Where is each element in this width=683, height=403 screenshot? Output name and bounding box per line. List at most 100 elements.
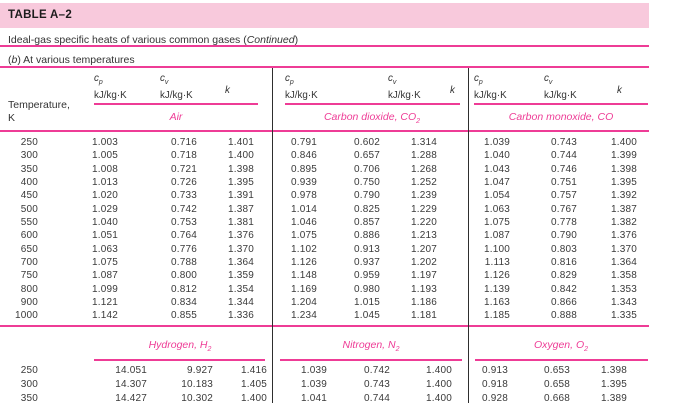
value-cell: 0.751: [550, 177, 577, 189]
value-cell: 1.400: [425, 379, 452, 390]
column-header-cp: cp kJ/kg·K: [94, 73, 127, 101]
gas-group-label-oxygen: Oxygen, O2: [533, 339, 589, 354]
value-cell: 9.927: [186, 365, 213, 376]
temperature-cell: 450: [20, 190, 38, 202]
value-cell: 1.126: [290, 257, 317, 269]
value-cell: 1.186: [410, 297, 437, 309]
value-cell: 1.197: [410, 270, 437, 282]
value-cell: 0.744: [550, 150, 577, 162]
value-cell: 1.398: [227, 163, 254, 175]
table-id: TABLE A–2: [8, 9, 73, 21]
value-cell: 1.395: [610, 177, 637, 189]
value-cell: 1.204: [290, 297, 317, 309]
value-cell: 1.364: [610, 257, 637, 269]
subtitle-close: ): [294, 34, 299, 46]
value-cell: 1.401: [227, 137, 254, 148]
value-cell: 0.716: [170, 137, 197, 148]
value-cell: 0.744: [363, 393, 390, 403]
value-cell: 1.387: [610, 203, 637, 215]
value-cell: 0.939: [290, 177, 317, 189]
table-subtitle: Ideal-gas specific heats of various comm…: [8, 34, 298, 46]
value-cell: 1.014: [290, 203, 317, 215]
value-cell: 0.778: [550, 217, 577, 229]
value-cell: 0.800: [170, 270, 197, 282]
value-cell: 1.400: [240, 393, 267, 403]
value-cell: 14.427: [115, 393, 147, 403]
value-cell: 1.087: [91, 270, 118, 282]
value-cell: 1.100: [483, 243, 510, 255]
value-cell: 0.812: [170, 283, 197, 295]
value-cell: 0.764: [170, 230, 197, 242]
gas-group-label-carbon-dioxide: Carbon dioxide, CO2: [323, 111, 421, 126]
value-cell: 0.721: [170, 163, 197, 175]
temperature-cell: 300: [20, 379, 38, 390]
value-cell: 1.344: [227, 297, 254, 309]
temperature-cell: 600: [20, 230, 38, 242]
value-cell: 0.746: [550, 163, 577, 175]
table-row: 750 1.087 0.800 1.359 1.148 0.959 1.197 1.126 0.…: [0, 269, 637, 282]
part-label: (b) At various temperatures: [8, 54, 135, 66]
value-cell: 1.148: [290, 270, 317, 282]
value-cell: 0.842: [550, 283, 577, 295]
header-underline: [94, 103, 258, 105]
value-cell: 1.075: [91, 257, 118, 269]
value-cell: 1.181: [410, 310, 437, 322]
table-row: 650 1.063 0.776 1.370 1.102 0.913 1.207 1.100 0.…: [0, 243, 637, 256]
value-cell: 1.126: [483, 270, 510, 282]
temperature-cell: 500: [20, 203, 38, 215]
column-header-k: k: [617, 85, 622, 96]
value-cell: 1.405: [240, 379, 267, 390]
value-cell: 1.381: [227, 217, 254, 229]
value-cell: 1.051: [91, 230, 118, 242]
vertical-divider: [468, 68, 469, 403]
table-row: 550 1.040 0.753 1.381 1.046 0.857 1.220 1.075 0.…: [0, 216, 637, 229]
gas-underline: [475, 359, 648, 361]
value-cell: 0.718: [170, 150, 197, 162]
value-cell: 0.776: [170, 243, 197, 255]
value-cell: 0.653: [543, 365, 570, 376]
table-row: 450 1.020 0.733 1.391 0.978 0.790 1.239 1.054 0.…: [0, 189, 637, 202]
table-row: 350 1.008 0.721 1.398 0.895 0.706 1.268 1.043 0.…: [0, 163, 637, 176]
value-cell: 0.602: [353, 137, 380, 148]
value-cell: 0.834: [170, 297, 197, 309]
temperature-cell: 650: [20, 243, 38, 255]
value-cell: 1.389: [600, 393, 627, 403]
gas-group-label-air: Air: [169, 111, 183, 123]
temperature-cell: 400: [20, 177, 38, 189]
value-cell: 0.750: [353, 177, 380, 189]
value-cell: 0.726: [170, 177, 197, 189]
value-cell: 1.354: [227, 283, 254, 295]
value-cell: 1.139: [483, 283, 510, 295]
column-header-cv: cv kJ/kg·K: [544, 73, 577, 101]
table-title-band: [0, 3, 649, 28]
table-row: 600 1.051 0.764 1.376 1.075 0.886 1.213 1.087 0.…: [0, 229, 637, 242]
table-row: 900 1.121 0.834 1.344 1.204 1.015 1.186 1.163 0.…: [0, 296, 637, 309]
header-bottom-rule: [0, 130, 649, 132]
table-top-rule: [0, 66, 649, 68]
vertical-divider: [272, 68, 273, 403]
value-cell: 1.335: [610, 310, 637, 322]
value-cell: 1.387: [227, 203, 254, 215]
gas-underline: [94, 359, 265, 361]
value-cell: 0.857: [353, 217, 380, 229]
value-cell: 1.040: [91, 217, 118, 229]
value-cell: 10.302: [181, 393, 213, 403]
table-row: 400 1.013 0.726 1.395 0.939 0.750 1.252 1.047 0.…: [0, 176, 637, 189]
table-row: 250 1.003 0.716 1.401 0.791 0.602 1.314 1.039 0.…: [0, 136, 637, 149]
value-cell: 0.742: [363, 365, 390, 376]
value-cell: 0.803: [550, 243, 577, 255]
value-cell: 1.416: [240, 365, 267, 376]
value-cell: 1.075: [483, 217, 510, 229]
value-cell: 1.376: [227, 230, 254, 242]
value-cell: 1.395: [227, 177, 254, 189]
value-cell: 1.234: [290, 310, 317, 322]
value-cell: 1.020: [91, 190, 118, 202]
value-cell: 14.051: [115, 365, 147, 376]
value-cell: 0.790: [550, 230, 577, 242]
value-cell: 1.400: [425, 393, 452, 403]
value-cell: 0.733: [170, 190, 197, 202]
value-cell: 1.008: [91, 163, 118, 175]
value-cell: 0.825: [353, 203, 380, 215]
value-cell: 1.054: [483, 190, 510, 202]
temperature-cell: 350: [20, 393, 38, 403]
